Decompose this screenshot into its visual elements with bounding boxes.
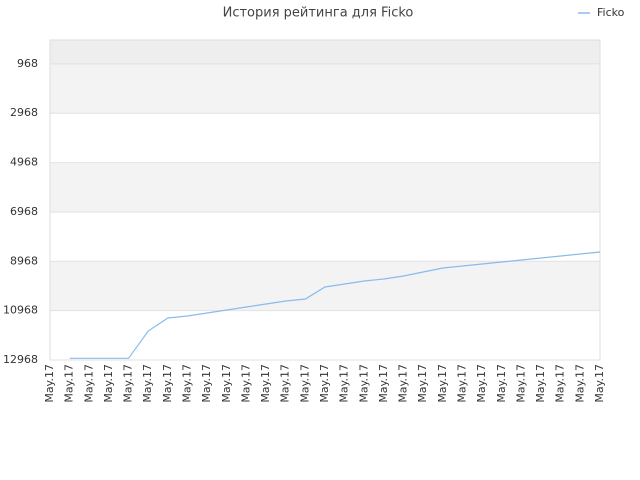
x-tick-label: May.17 [82,364,95,403]
x-tick-label: May.17 [239,364,252,403]
y-tick-label: 10968 [3,304,38,317]
x-tick-label: May.17 [495,364,508,403]
x-tick-label: May.17 [593,364,606,403]
plot-band [50,261,600,311]
x-tick-label: May.17 [161,364,174,403]
x-tick-label: May.17 [220,364,233,403]
y-tick-label: 6968 [10,205,38,218]
x-tick-label: May.17 [573,364,586,403]
x-tick-label: May.17 [514,364,527,403]
x-tick-label: May.17 [279,364,292,403]
y-tick-label: 12968 [3,353,38,366]
x-tick-label: May.17 [259,364,272,403]
plot-band [50,162,600,212]
x-tick-label: May.17 [63,364,76,403]
x-tick-label: May.17 [338,364,351,403]
plot-band [50,310,600,360]
plot-band [50,40,600,64]
y-tick-label: 4968 [10,156,38,169]
x-tick-label: May.17 [102,364,115,403]
x-tick-label: May.17 [141,364,154,403]
x-tick-label: May.17 [181,364,194,403]
x-tick-label: May.17 [122,364,135,403]
plot-band [50,63,600,114]
y-tick-label: 968 [17,57,38,70]
x-tick-label: May.17 [200,364,213,403]
x-tick-label: May.17 [298,364,311,403]
x-tick-label: May.17 [436,364,449,403]
x-tick-label: May.17 [377,364,390,403]
x-tick-label: May.17 [534,364,547,403]
x-tick-label: May.17 [554,364,567,403]
legend-label: Ficko [597,6,625,19]
y-tick-label: 8968 [10,254,38,267]
x-tick-label: May.17 [397,364,410,403]
x-tick-label: May.17 [43,364,56,403]
y-tick-label: 2968 [10,106,38,119]
x-tick-label: May.17 [456,364,469,403]
series-line [69,251,601,359]
plot-band [50,211,600,262]
plot-band [50,113,600,163]
x-tick-label: May.17 [416,364,429,403]
x-tick-label: May.17 [357,364,370,403]
x-tick-label: May.17 [318,364,331,403]
x-tick-label: May.17 [475,364,488,403]
chart-title: История рейтинга для Ficko [223,6,414,21]
